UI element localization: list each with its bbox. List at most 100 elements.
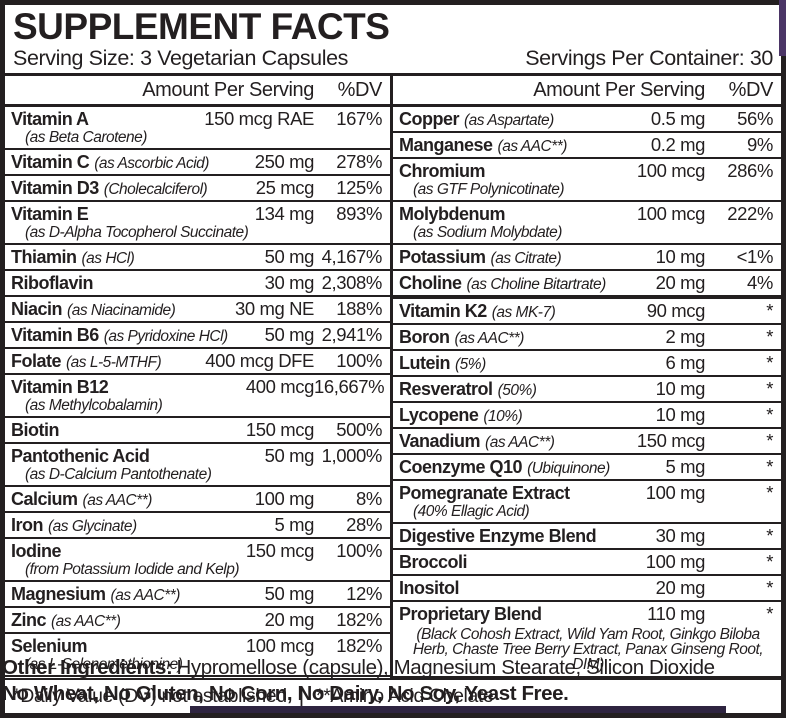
nutrient-name: Vitamin A (11, 109, 89, 129)
percent-dv-header: %DV (728, 79, 774, 101)
nutrient-name: Niacin (11, 299, 63, 319)
nutrient-row-line: Chromium 100 mcg 286% (399, 160, 781, 182)
nutrient-row-line: Coenzyme Q10 (Ubiquinone) 5 mg * (399, 456, 781, 478)
nutrient-row-line: Zinc (as AAC**) 20 mg 182% (11, 609, 390, 631)
nutrient-qualifier: (as HCl) (81, 250, 135, 267)
nutrient-column-left: Amount Per Serving %DV Vitamin A 150 mcg… (5, 76, 393, 678)
nutrient-source-note: (40% Ellagic Acid) (413, 503, 530, 520)
nutrient-row: Vitamin C (as Ascorbic Acid) 250 mg 278% (5, 150, 390, 176)
nutrient-row-line: Potassium (as Citrate) 10 mg <1% (399, 246, 781, 268)
nutrient-row: Lycopene (10%) 10 mg * (393, 403, 781, 429)
nutrient-qualifier: (as AAC**) (497, 138, 568, 155)
nutrient-dv: 12% (346, 583, 382, 604)
nutrient-amount: 30 mg (655, 525, 706, 546)
nutrient-amount: 150 mcg (636, 430, 706, 451)
servings-per-container-label: Servings Per Container: (525, 46, 745, 70)
nutrient-name: Iron (11, 515, 44, 535)
nutrient-row-line: Molybdenum 100 mcg 222% (399, 203, 781, 225)
nutrient-row: Potassium (as Citrate) 10 mg <1% (393, 245, 781, 271)
nutrient-row: Vitamin B6 (as Pyridoxine HCl) 50 mg 2,9… (5, 323, 390, 349)
nutrient-row: Vitamin K2 (as MK-7) 90 mcg * (393, 297, 781, 325)
nutrient-row-line: Broccoli 100 mg * (399, 551, 781, 573)
column-header-left: Amount Per Serving %DV (5, 76, 390, 107)
nutrient-dv: 222% (727, 203, 773, 224)
nutrient-qualifier: (as AAC**) (485, 434, 555, 451)
nutrient-qualifier: (5%) (455, 356, 486, 373)
nutrient-name: Manganese (399, 135, 493, 155)
nutrient-row-line: Choline (as Choline Bitartrate) 20 mg 4% (399, 272, 781, 294)
nutrient-dv: * (766, 404, 773, 425)
nutrient-source-note: (as GTF Polynicotinate) (413, 181, 565, 198)
nutrient-row: Copper (as Aspartate) 0.5 mg 56% (393, 107, 781, 133)
nutrient-dv: * (766, 300, 773, 321)
panel-header: SUPPLEMENT FACTS Serving Size: 3 Vegetar… (5, 5, 781, 73)
nutrient-amount: 20 mg (655, 577, 706, 598)
nutrient-row-line: Thiamin (as HCl) 50 mg 4,167% (11, 246, 390, 268)
nutrient-qualifier: (10%) (483, 408, 523, 425)
nutrient-row: Resveratrol (50%) 10 mg * (393, 377, 781, 403)
nutrient-row: Vitamin B12 400 mcg 16,667% (as Methylco… (5, 375, 390, 418)
nutrient-source-note: (as Beta Carotene) (25, 129, 147, 146)
nutrient-dv: 125% (336, 177, 382, 198)
nutrient-name: Boron (399, 327, 450, 347)
nutrient-amount: 90 mcg (646, 300, 706, 321)
nutrient-row: Riboflavin 30 mg 2,308% (5, 271, 390, 297)
nutrient-dv: 4,167% (321, 246, 383, 267)
nutrient-row: Pantothenic Acid 50 mg 1,000% (as D-Calc… (5, 444, 390, 487)
nutrient-name: Vitamin B12 (11, 377, 109, 397)
nutrient-amount: 150 mcg RAE (204, 108, 314, 129)
nutrient-name: Vitamin C (11, 152, 90, 172)
amino-acid-chelate-footnote: **Amino Acid Chelate (316, 685, 494, 707)
nutrient-row-line: Pantothenic Acid 50 mg 1,000% (11, 445, 390, 467)
nutrient-row-line: Iron (as Glycinate) 5 mg 28% (11, 514, 390, 536)
panel-title: SUPPLEMENT FACTS (13, 6, 390, 47)
nutrient-row-line: Lycopene (10%) 10 mg * (399, 404, 781, 426)
nutrient-name: Vitamin E (11, 204, 89, 224)
nutrient-qualifier: (Cholecalciferol) (103, 181, 208, 198)
nutrient-amount: 0.2 mg (650, 134, 706, 155)
nutrient-name: Vitamin D3 (11, 178, 99, 198)
nutrient-name: Lycopene (399, 405, 479, 425)
nutrient-row-line: Vitamin A 150 mcg RAE 167% (11, 108, 390, 130)
nutrient-dv: 100% (336, 540, 382, 561)
nutrient-row: Broccoli 100 mg * (393, 550, 781, 576)
nutrient-qualifier: (Ubiquinone) (527, 460, 610, 477)
nutrient-row-line: Niacin (as Niacinamide) 30 mg NE 188% (11, 298, 390, 320)
nutrient-row-line: Inositol 20 mg * (399, 577, 781, 599)
nutrient-amount: 10 mg (655, 246, 706, 267)
nutrient-dv: 28% (346, 514, 382, 535)
nutrient-name: Copper (399, 109, 460, 129)
daily-value-footnote: *Daily Value (DV) not established (13, 685, 287, 707)
nutrient-row-line: Vitamin C (as Ascorbic Acid) 250 mg 278% (11, 151, 390, 173)
nutrient-dv: * (766, 456, 773, 477)
nutrient-row: Proprietary Blend 110 mg * (Black Cohosh… (393, 602, 781, 678)
nutrient-row: Boron (as AAC**) 2 mg * (393, 325, 781, 351)
below-panel-text: Other Ingredients: Hypromellose (capsule)… (0, 652, 786, 707)
nutrient-dv: * (766, 577, 773, 598)
nutrient-dv: 56% (737, 108, 773, 129)
nutrient-name: Magnesium (11, 584, 106, 604)
nutrient-dv: * (766, 482, 773, 503)
nutrient-dv: 278% (336, 151, 382, 172)
nutrient-qualifier: (as Ascorbic Acid) (94, 155, 209, 172)
nutrient-row: Vitamin D3 (Cholecalciferol) 25 mcg 125% (5, 176, 390, 202)
amount-per-serving-header: Amount Per Serving (533, 79, 705, 101)
nutrient-amount: 100 mcg (636, 203, 706, 224)
serving-info-row: Serving Size: 3 Vegetarian Capsules Serv… (13, 46, 773, 73)
nutrient-amount: 100 mg (645, 482, 706, 503)
nutrient-dv: 8% (356, 488, 382, 509)
nutrient-row-line: Proprietary Blend 110 mg * (399, 603, 781, 625)
nutrient-row: Magnesium (as AAC**) 50 mg 12% (5, 582, 390, 608)
nutrient-rows-left: Vitamin A 150 mcg RAE 167% (as Beta Caro… (5, 107, 390, 678)
nutrient-dv: 182% (336, 635, 382, 656)
serving-size: Serving Size: 3 Vegetarian Capsules (13, 46, 348, 70)
nutrient-name: Vitamin K2 (399, 301, 487, 321)
nutrient-name: Thiamin (11, 247, 77, 267)
nutrient-row-line: Copper (as Aspartate) 0.5 mg 56% (399, 108, 781, 130)
nutrient-source-note: (as L-Selenomethionine) (25, 656, 183, 673)
nutrient-dv: * (766, 525, 773, 546)
nutrient-row-line: Resveratrol (50%) 10 mg * (399, 378, 781, 400)
nutrient-name: Coenzyme Q10 (399, 457, 523, 477)
nutrient-amount: 25 mcg (255, 177, 315, 198)
nutrient-name: Selenium (11, 636, 88, 656)
